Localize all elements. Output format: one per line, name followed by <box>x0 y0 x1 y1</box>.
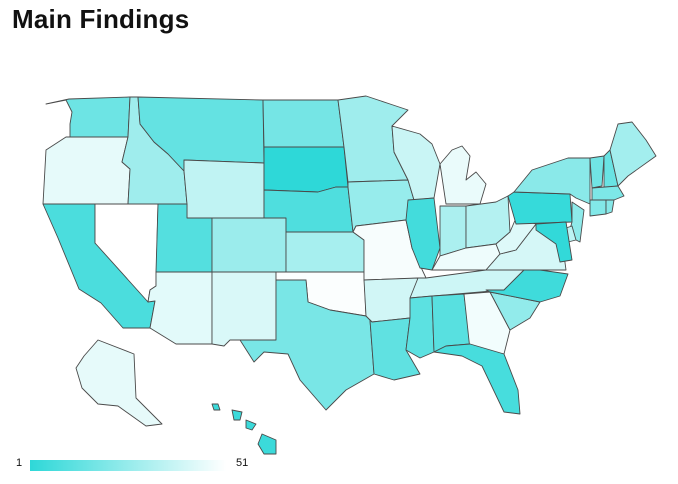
legend-min-label: 1 <box>16 457 23 469</box>
state-SD[interactable] <box>263 146 349 193</box>
state-GA[interactable] <box>463 291 511 355</box>
state-ND[interactable] <box>262 99 345 148</box>
state-AK[interactable] <box>75 339 163 427</box>
state-VT[interactable] <box>589 155 605 189</box>
state-OR[interactable] <box>42 136 131 205</box>
state-NC[interactable] <box>485 267 569 303</box>
legend-gradient-bar <box>30 460 226 471</box>
state-NY[interactable] <box>513 157 591 205</box>
state-TX[interactable] <box>239 279 375 411</box>
state-ME[interactable] <box>609 121 657 187</box>
state-PA[interactable] <box>507 191 573 225</box>
state-RI[interactable] <box>605 199 615 215</box>
legend-max-label: 51 <box>236 457 249 469</box>
page-title: Main Findings <box>12 4 190 34</box>
state-FL[interactable] <box>433 343 521 415</box>
state-MI[interactable] <box>439 145 487 205</box>
state-MD[interactable] <box>535 221 573 263</box>
state-CT[interactable] <box>589 199 607 217</box>
state-HI[interactable] <box>211 403 277 455</box>
state-NM[interactable] <box>211 271 277 347</box>
state-WY[interactable] <box>183 159 265 219</box>
state-MS[interactable] <box>405 295 435 359</box>
state-IL[interactable] <box>405 197 441 271</box>
state-KS[interactable] <box>285 231 365 273</box>
state-MA[interactable] <box>591 185 625 201</box>
state-IN[interactable] <box>439 205 467 257</box>
state-AZ[interactable] <box>147 271 213 345</box>
state-AL[interactable] <box>431 293 471 353</box>
state-WA[interactable] <box>45 96 131 138</box>
state-CO[interactable] <box>211 217 287 273</box>
